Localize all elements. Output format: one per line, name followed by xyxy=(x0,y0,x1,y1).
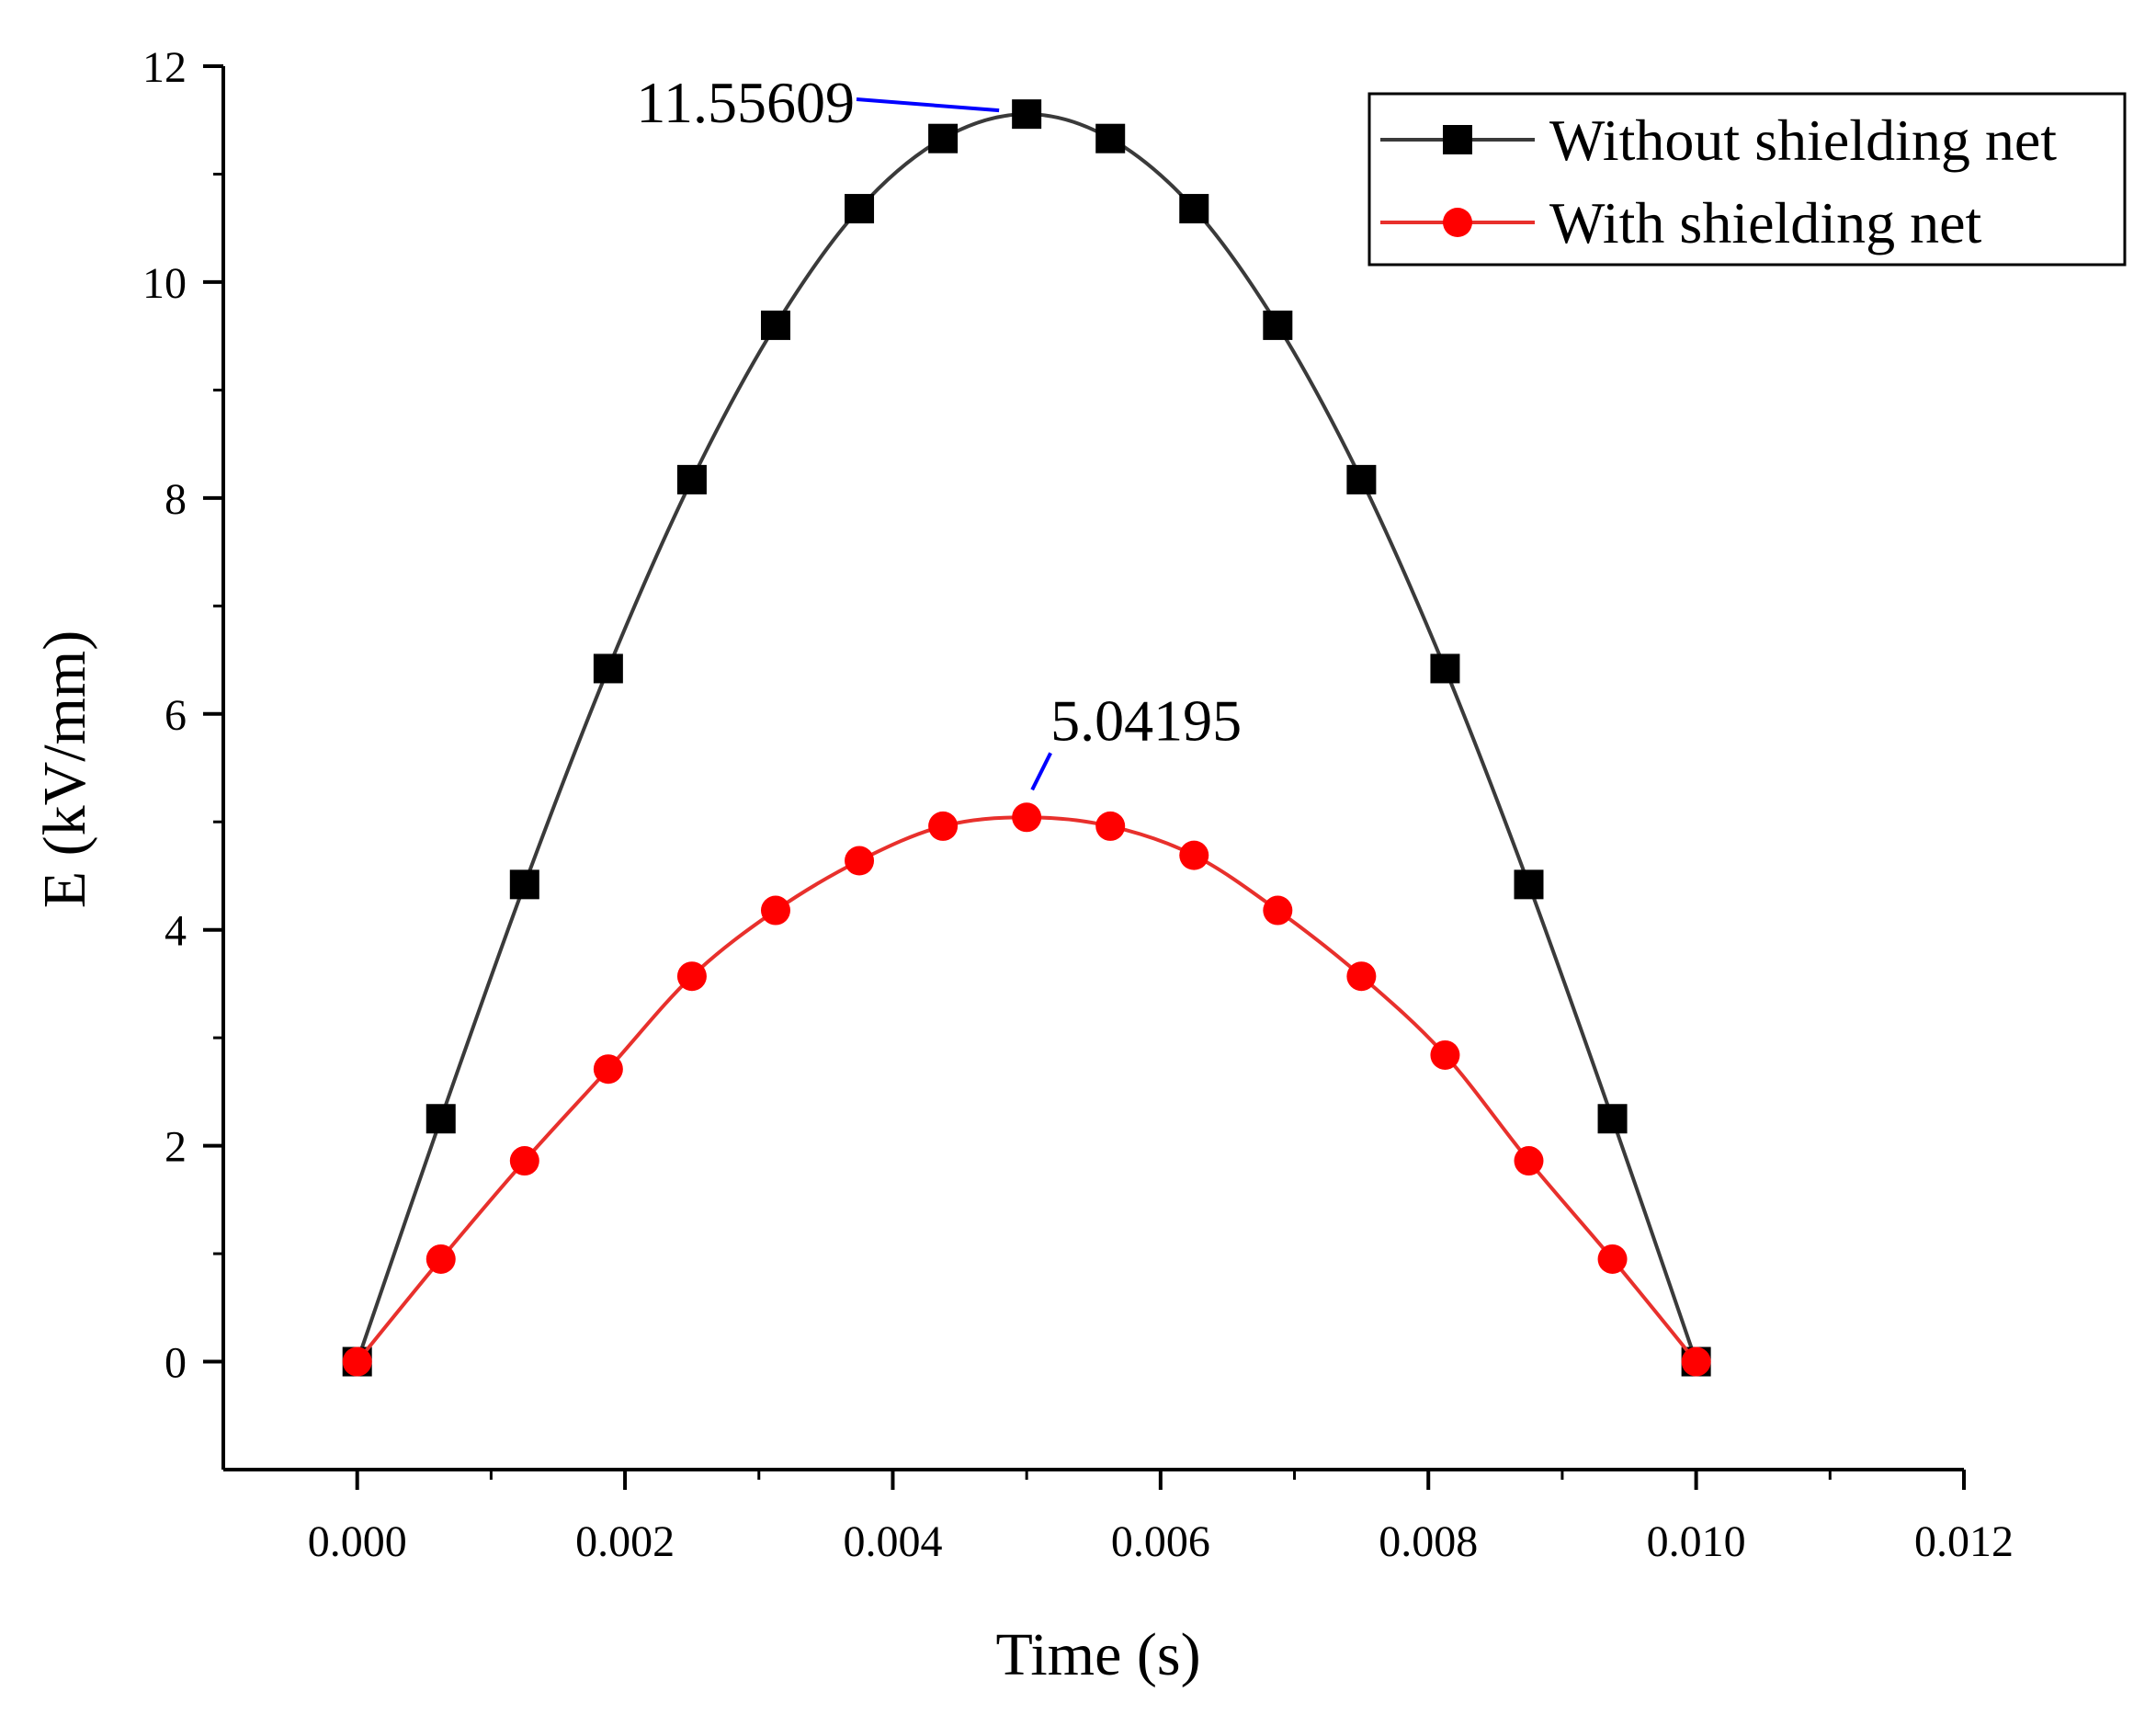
axes: 0 2 4 6 8 10 12 0.000 0.002 0.004 0.006 0.008 0.010 0… xyxy=(142,43,2014,1566)
annotation-layer: 11.55609 5.04195 xyxy=(636,70,1242,791)
data-point xyxy=(928,123,959,153)
data-point xyxy=(676,961,707,992)
y-tick-label: 2 xyxy=(165,1123,187,1172)
data-point xyxy=(1430,653,1460,684)
data-point xyxy=(676,464,707,494)
legend-item: With shielding net xyxy=(1380,190,1981,256)
data-point xyxy=(593,1054,623,1085)
legend-item: Without shielding net xyxy=(1380,108,2057,173)
y-tick-label: 10 xyxy=(142,259,187,308)
data-point xyxy=(593,653,623,684)
data-point xyxy=(1514,869,1544,900)
legend-marker xyxy=(1443,208,1472,237)
annotation-leader-line xyxy=(1030,752,1052,791)
legend-label: Without shielding net xyxy=(1549,108,2057,173)
data-point xyxy=(1095,811,1126,841)
annotation-leader-line xyxy=(856,97,1000,113)
series-without-shielding-net xyxy=(342,99,1711,1377)
annotation-peak-without: 11.55609 xyxy=(636,70,855,135)
data-point xyxy=(1012,802,1042,833)
y-tick-label: 0 xyxy=(165,1339,187,1388)
x-tick-label: 0.004 xyxy=(843,1517,942,1566)
data-point xyxy=(426,1104,456,1134)
data-point xyxy=(1263,310,1293,340)
y-tick-label: 6 xyxy=(165,691,187,740)
data-point xyxy=(1346,961,1377,992)
legend-marker xyxy=(1443,125,1472,154)
data-point xyxy=(509,1146,539,1176)
data-point xyxy=(760,310,790,340)
x-tick-label: 0.012 xyxy=(1914,1517,2014,1566)
x-tick-label: 0.006 xyxy=(1111,1517,1210,1566)
y-tick-label: 4 xyxy=(165,907,187,956)
legend-box xyxy=(1367,92,2127,267)
data-point xyxy=(1597,1244,1628,1274)
y-tick-label: 12 xyxy=(142,43,187,92)
data-point xyxy=(928,811,959,841)
y-tick-label: 8 xyxy=(165,475,187,524)
data-point xyxy=(1095,123,1126,153)
annotation-peak-with: 5.04195 xyxy=(1050,687,1242,753)
data-point xyxy=(845,194,875,224)
y-axis-title: E (kV/mm) xyxy=(31,630,98,908)
data-point xyxy=(760,895,790,926)
series-line xyxy=(355,112,1698,1363)
data-point xyxy=(426,1244,456,1274)
data-point xyxy=(845,846,875,876)
data-point xyxy=(509,869,539,900)
x-tick-label: 0.000 xyxy=(308,1517,407,1566)
data-point xyxy=(1012,99,1042,130)
data-point xyxy=(1263,895,1293,926)
legend-label: With shielding net xyxy=(1549,190,1981,256)
data-point xyxy=(1179,194,1209,224)
data-point xyxy=(1597,1104,1628,1134)
data-point xyxy=(1179,840,1209,870)
data-point xyxy=(1681,1346,1711,1377)
x-tick-label: 0.008 xyxy=(1379,1517,1478,1566)
data-point xyxy=(1514,1146,1544,1176)
legend: Without shielding net With shielding net xyxy=(1367,92,2127,267)
x-tick-label: 0.002 xyxy=(575,1517,675,1566)
data-point xyxy=(1430,1039,1460,1070)
x-tick-label: 0.010 xyxy=(1647,1517,1746,1566)
data-point xyxy=(1346,464,1377,494)
series-with-shielding-net xyxy=(342,802,1711,1377)
series-line xyxy=(356,815,1698,1363)
series-layer xyxy=(342,99,1711,1377)
data-point xyxy=(342,1346,372,1377)
x-axis-title: Time (s) xyxy=(995,1621,1200,1688)
